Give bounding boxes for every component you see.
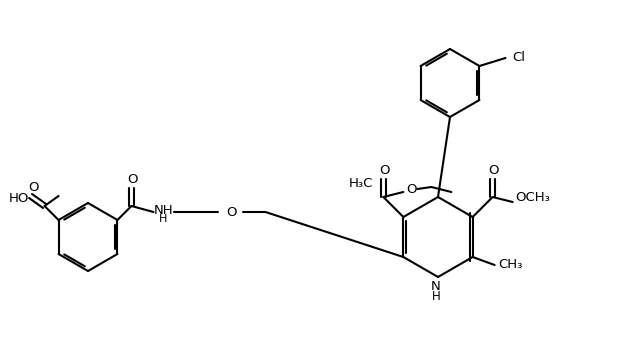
Text: H: H xyxy=(431,290,440,304)
Text: O: O xyxy=(226,206,237,218)
Text: N: N xyxy=(431,280,441,294)
Text: Cl: Cl xyxy=(512,50,525,63)
Text: O: O xyxy=(488,164,499,177)
Text: O: O xyxy=(379,164,390,177)
Text: CH₃: CH₃ xyxy=(499,257,523,270)
Text: NH: NH xyxy=(154,204,173,217)
Text: O: O xyxy=(127,172,138,186)
Text: O: O xyxy=(406,183,417,196)
Text: OCH₃: OCH₃ xyxy=(515,190,550,204)
Text: H: H xyxy=(159,214,168,224)
Text: HO: HO xyxy=(8,191,29,205)
Text: O: O xyxy=(28,180,39,194)
Text: H₃C: H₃C xyxy=(349,177,374,189)
